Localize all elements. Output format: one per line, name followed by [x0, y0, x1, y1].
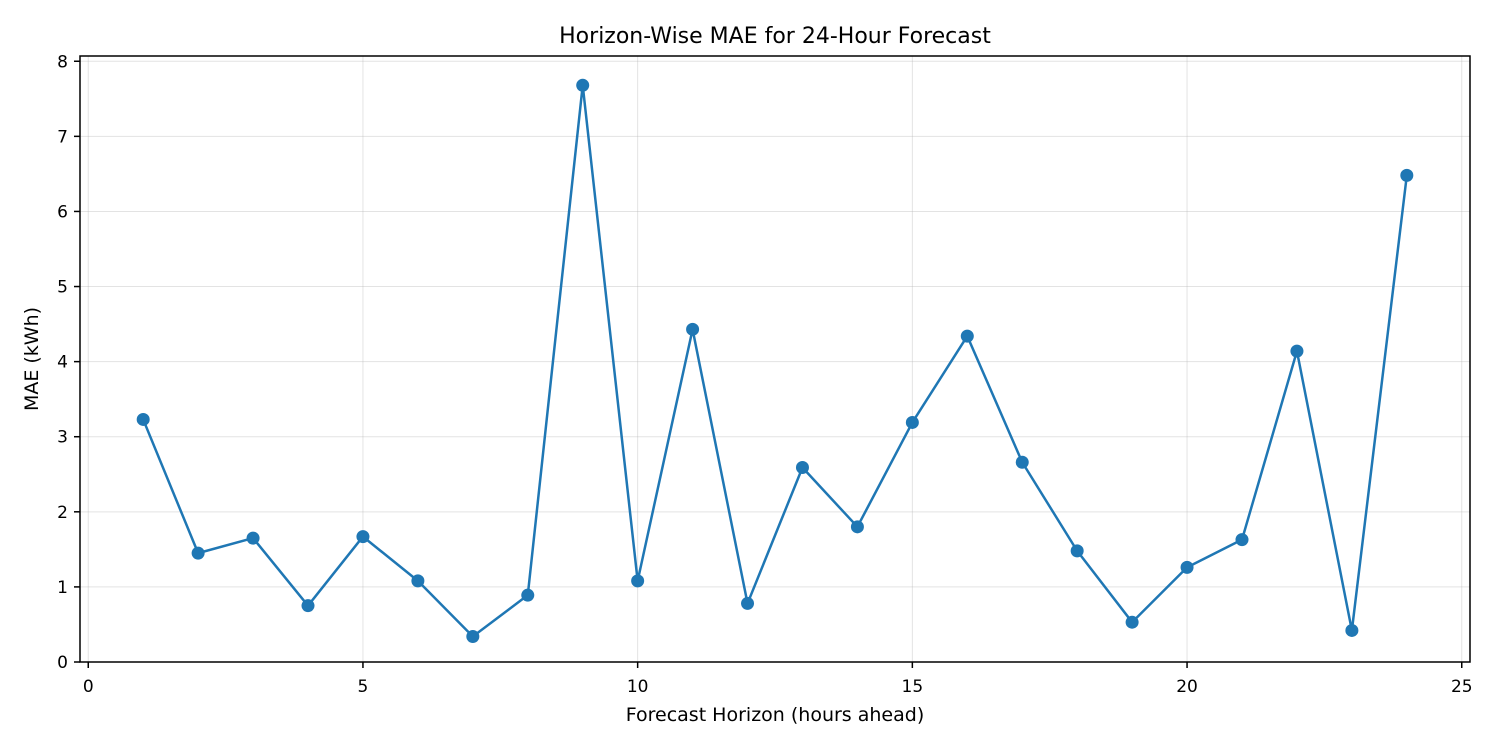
- x-axis-label: Forecast Horizon (hours ahead): [626, 704, 924, 726]
- grid-lines: [80, 56, 1470, 663]
- data-point: [686, 322, 700, 336]
- x-tick-label: 10: [627, 677, 649, 697]
- y-tick-label: 4: [57, 353, 68, 373]
- data-point: [1070, 544, 1084, 558]
- data-point: [411, 574, 425, 588]
- data-point: [1345, 623, 1359, 637]
- data-point: [1125, 615, 1139, 629]
- y-axis-label: MAE (kWh): [21, 307, 43, 411]
- x-tick-label: 0: [83, 677, 94, 697]
- x-tick-label: 5: [358, 677, 369, 697]
- y-tick-label: 5: [57, 278, 68, 298]
- data-point: [576, 78, 590, 92]
- data-point: [466, 629, 480, 643]
- data-point: [246, 531, 260, 545]
- y-tick-label: 3: [57, 428, 68, 448]
- data-point: [1015, 455, 1029, 469]
- data-point: [1290, 344, 1304, 358]
- series-line-layer: [142, 84, 1409, 638]
- data-point: [1180, 560, 1194, 574]
- y-tick-label: 1: [57, 578, 68, 598]
- data-point: [191, 546, 205, 560]
- data-point: [1235, 533, 1249, 547]
- data-point: [301, 599, 315, 613]
- data-point: [631, 574, 645, 588]
- data-point: [136, 412, 150, 426]
- data-point: [741, 596, 755, 610]
- y-tick-label: 0: [57, 653, 68, 673]
- x-tick-label: 15: [902, 677, 924, 697]
- data-point: [356, 530, 370, 544]
- y-tick-label: 8: [57, 52, 68, 72]
- y-axis: 0 1 2 3 4 5 6 7 8: [57, 52, 80, 673]
- x-tick-label: 20: [1176, 677, 1198, 697]
- x-axis: 0 5 10 15 20 25: [83, 662, 1473, 697]
- data-points: [136, 78, 1414, 643]
- data-point: [795, 461, 809, 475]
- y-tick-label: 7: [57, 127, 68, 147]
- plot-frame: [79, 55, 1471, 663]
- chart-title: Horizon-Wise MAE for 24-Hour Forecast: [559, 24, 991, 49]
- data-point: [850, 520, 864, 534]
- data-point: [960, 329, 974, 343]
- x-tick-label: 25: [1451, 677, 1473, 697]
- data-point: [1400, 168, 1414, 182]
- y-tick-label: 2: [57, 503, 68, 523]
- y-tick-label: 6: [57, 202, 68, 222]
- data-point: [905, 415, 919, 429]
- data-point: [521, 588, 535, 602]
- series-line: [142, 84, 1409, 638]
